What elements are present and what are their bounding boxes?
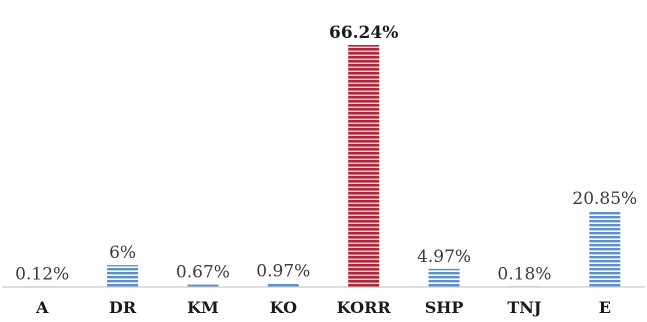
data-label-e: 20.85% <box>572 189 637 209</box>
data-label-shp: 4.97% <box>417 247 471 267</box>
bar-shp <box>428 268 460 287</box>
data-label-dr: 6% <box>109 243 136 263</box>
data-label-a: 0.12% <box>15 264 69 284</box>
bar-km <box>187 284 219 287</box>
x-tick-label-a: A <box>35 298 49 317</box>
data-label-km: 0.67% <box>176 263 230 283</box>
x-tick-label-km: KM <box>187 298 219 317</box>
bar-e <box>589 210 621 287</box>
x-tick-label-korr: KORR <box>337 298 392 317</box>
x-tick-label-shp: SHP <box>425 298 464 317</box>
bar-korr <box>348 45 380 287</box>
bar-dr <box>107 265 139 287</box>
x-tick-label-tnj: TNJ <box>507 298 541 317</box>
x-tick-label-ko: KO <box>270 298 297 317</box>
data-label-tnj: 0.18% <box>497 264 551 284</box>
x-tick-label-e: E <box>599 298 611 317</box>
bar-ko <box>267 283 299 287</box>
data-label-korr: 66.24% <box>329 23 398 43</box>
x-tick-label-dr: DR <box>109 298 137 317</box>
data-label-ko: 0.97% <box>256 261 310 281</box>
